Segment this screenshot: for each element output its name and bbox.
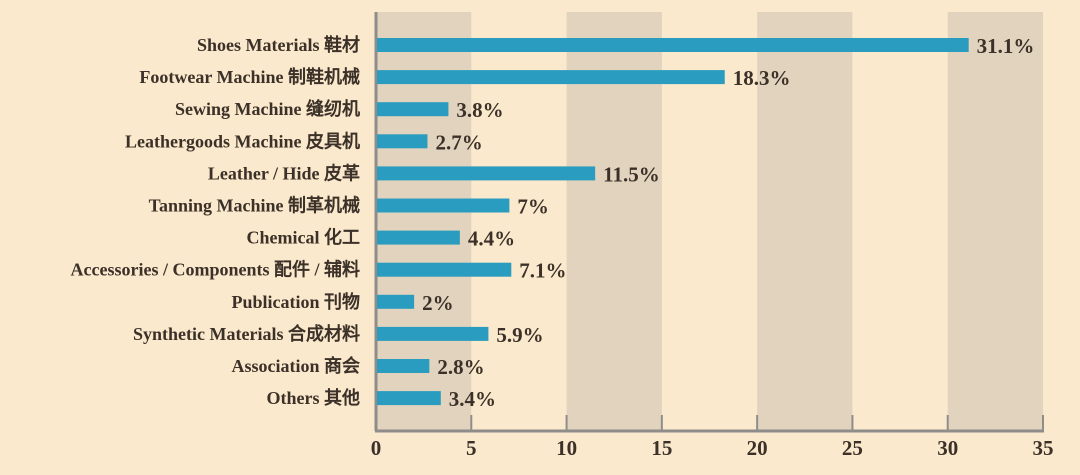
x-tick-label: 35 (1033, 436, 1054, 460)
category-label: Association 商会 (231, 355, 360, 376)
x-tick-label: 0 (371, 436, 382, 460)
bar (377, 391, 441, 406)
data-label: 3.4% (449, 387, 496, 411)
bar (377, 326, 489, 341)
grid-band (947, 12, 1043, 431)
x-tick-label: 15 (651, 436, 672, 460)
data-label: 11.5% (603, 162, 660, 186)
x-tick-label: 5 (466, 436, 477, 460)
category-label: Others 其他 (267, 387, 361, 408)
category-label: Sewing Machine 缝纫机 (175, 98, 360, 119)
category-label: Chemical 化工 (247, 227, 360, 248)
bar (377, 166, 596, 181)
category-label: Shoes Materials 鞋材 (197, 34, 360, 55)
data-label: 2.7% (435, 130, 482, 154)
data-label: 2% (422, 291, 454, 315)
category-label: Tanning Machine 制革机械 (149, 195, 360, 216)
grid-band (757, 12, 853, 431)
bar (377, 102, 449, 117)
data-label: 4.4% (468, 227, 515, 251)
data-label: 18.3% (733, 66, 791, 90)
data-label: 5.9% (496, 323, 543, 347)
bar (377, 70, 725, 85)
category-label: Synthetic Materials 合成材料 (133, 323, 360, 344)
category-label: Leather / Hide 皮革 (208, 162, 360, 183)
category-label: Accessories / Components 配件 / 辅料 (71, 259, 360, 280)
bar (377, 230, 460, 245)
bar (377, 262, 512, 277)
bar (377, 38, 969, 52)
data-label: 7.1% (519, 259, 566, 283)
bar (377, 294, 415, 309)
x-tick-label: 25 (842, 436, 863, 460)
x-tick-label: 30 (937, 436, 958, 460)
bar (377, 198, 510, 213)
category-label: Leathergoods Machine 皮具机 (125, 130, 360, 151)
x-tick-label: 10 (556, 436, 577, 460)
bar (377, 134, 428, 149)
bar (377, 359, 430, 373)
data-label: 3.8% (456, 98, 503, 122)
x-tick-label: 20 (747, 436, 768, 460)
category-label: Footwear Machine 制鞋机械 (139, 66, 360, 87)
data-label: 2.8% (437, 355, 484, 379)
category-label: Publication 刊物 (231, 291, 360, 312)
data-label: 7% (517, 195, 549, 219)
data-label: 31.1% (977, 34, 1035, 58)
